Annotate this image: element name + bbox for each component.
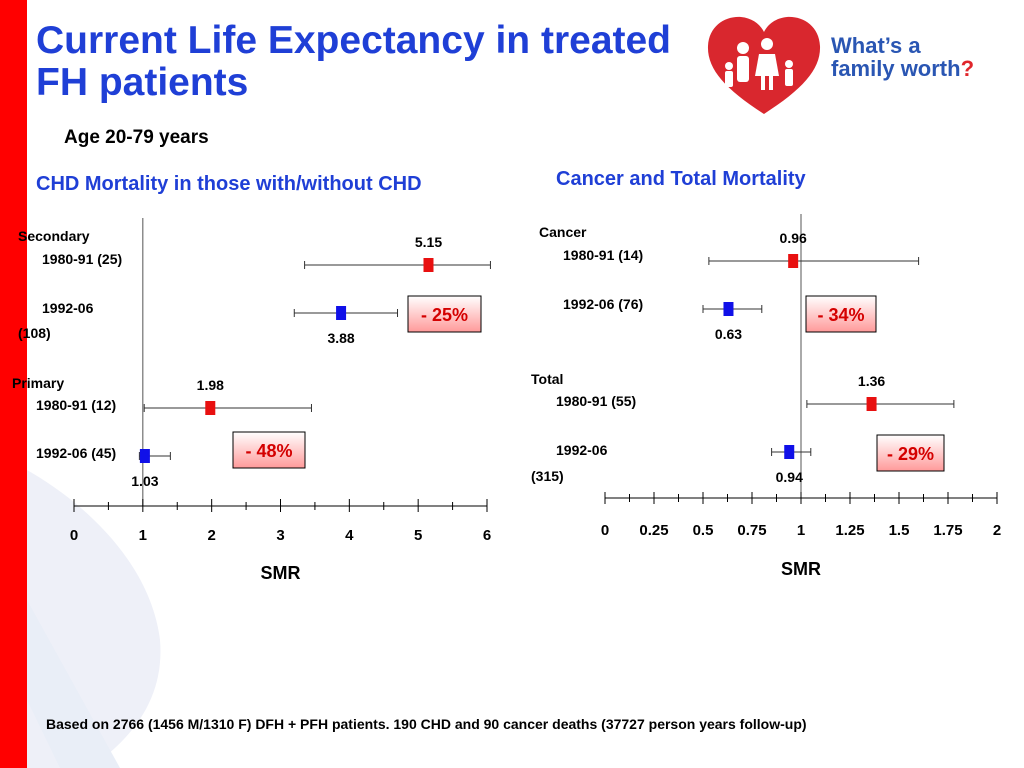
- x-tick-label: 1.75: [933, 522, 962, 539]
- reduction-label: - 25%: [421, 305, 468, 325]
- value-label: 3.88: [327, 330, 354, 346]
- row-label: 1980-91 (25): [42, 251, 122, 267]
- group-label: Cancer: [539, 224, 587, 240]
- point-estimate-marker: [336, 306, 347, 320]
- row-label: 1992-06: [556, 442, 608, 458]
- x-tick-label: 1.25: [835, 522, 864, 539]
- point-estimate-marker: [866, 397, 877, 411]
- heart-watermark: [27, 470, 161, 768]
- reduction-box: [876, 434, 945, 472]
- reduction-label: - 29%: [887, 444, 934, 464]
- x-axis-label: SMR: [261, 563, 301, 583]
- row-label: 1980-91 (12): [36, 397, 116, 413]
- x-tick-label: 2: [993, 522, 1001, 539]
- x-tick-label: 0: [601, 522, 609, 539]
- x-tick-label: 0.5: [693, 522, 714, 539]
- logo-line-2: family worth: [831, 56, 961, 82]
- value-label: 1.98: [197, 377, 224, 393]
- point-estimate-marker: [784, 445, 795, 459]
- logo-line-1: What’s a: [831, 33, 921, 58]
- reduction-label: - 48%: [245, 441, 292, 461]
- row-label-continued: (108): [18, 325, 51, 341]
- x-tick-label: 1: [139, 527, 147, 544]
- x-tick-label: 2: [207, 527, 215, 544]
- x-tick-label: 0.25: [639, 522, 668, 539]
- x-tick-label: 3: [276, 527, 284, 544]
- point-estimate-marker: [723, 302, 734, 316]
- group-label: Total: [531, 371, 563, 387]
- row-label-continued: (315): [531, 468, 564, 484]
- reduction-box: [232, 431, 306, 469]
- reduction-box: [407, 295, 482, 333]
- x-tick-label: 0: [70, 527, 78, 544]
- value-label: 5.15: [415, 234, 442, 250]
- page-title: Current Life Expectancy in treated FH pa…: [36, 19, 672, 105]
- chart1-title: CHD Mortality in those with/without CHD: [36, 173, 422, 195]
- brand-logo: What’s a family worth?: [705, 14, 1010, 118]
- row-label: 1992-06: [42, 300, 94, 316]
- point-estimate-marker: [139, 449, 150, 463]
- row-label: 1992-06 (45): [36, 445, 116, 461]
- chart2-title: Cancer and Total Mortality: [556, 168, 806, 190]
- x-tick-label: 4: [345, 527, 354, 544]
- logo-question-mark: ?: [960, 56, 975, 82]
- point-estimate-marker: [788, 254, 799, 268]
- group-label: Secondary: [18, 228, 90, 244]
- reduction-box: [805, 295, 877, 333]
- logo-text: What’s a family worth?: [831, 34, 974, 80]
- point-estimate-marker: [205, 401, 216, 415]
- x-tick-label: 5: [414, 527, 422, 544]
- x-tick-label: 1: [797, 522, 805, 539]
- value-label: 1.03: [131, 473, 158, 489]
- value-label: 0.94: [776, 469, 803, 485]
- x-tick-label: 6: [483, 527, 491, 544]
- footnote: Based on 2766 (1456 M/1310 F) DFH + PFH …: [46, 716, 807, 732]
- group-label: Primary: [12, 375, 64, 391]
- page-subtitle: Age 20-79 years: [64, 127, 209, 148]
- side-color-bar: [0, 0, 27, 768]
- row-label: 1980-91 (14): [563, 247, 643, 263]
- value-label: 0.63: [715, 326, 742, 342]
- row-label: 1980-91 (55): [556, 393, 636, 409]
- value-label: 0.96: [780, 230, 807, 246]
- value-label: 1.36: [858, 373, 885, 389]
- row-label: 1992-06 (76): [563, 296, 643, 312]
- x-tick-label: 1.5: [889, 522, 910, 539]
- reduction-label: - 34%: [817, 305, 864, 325]
- x-tick-label: 0.75: [737, 522, 766, 539]
- point-estimate-marker: [423, 258, 434, 272]
- heart-family-icon: [707, 16, 821, 114]
- x-axis-label: SMR: [781, 559, 821, 579]
